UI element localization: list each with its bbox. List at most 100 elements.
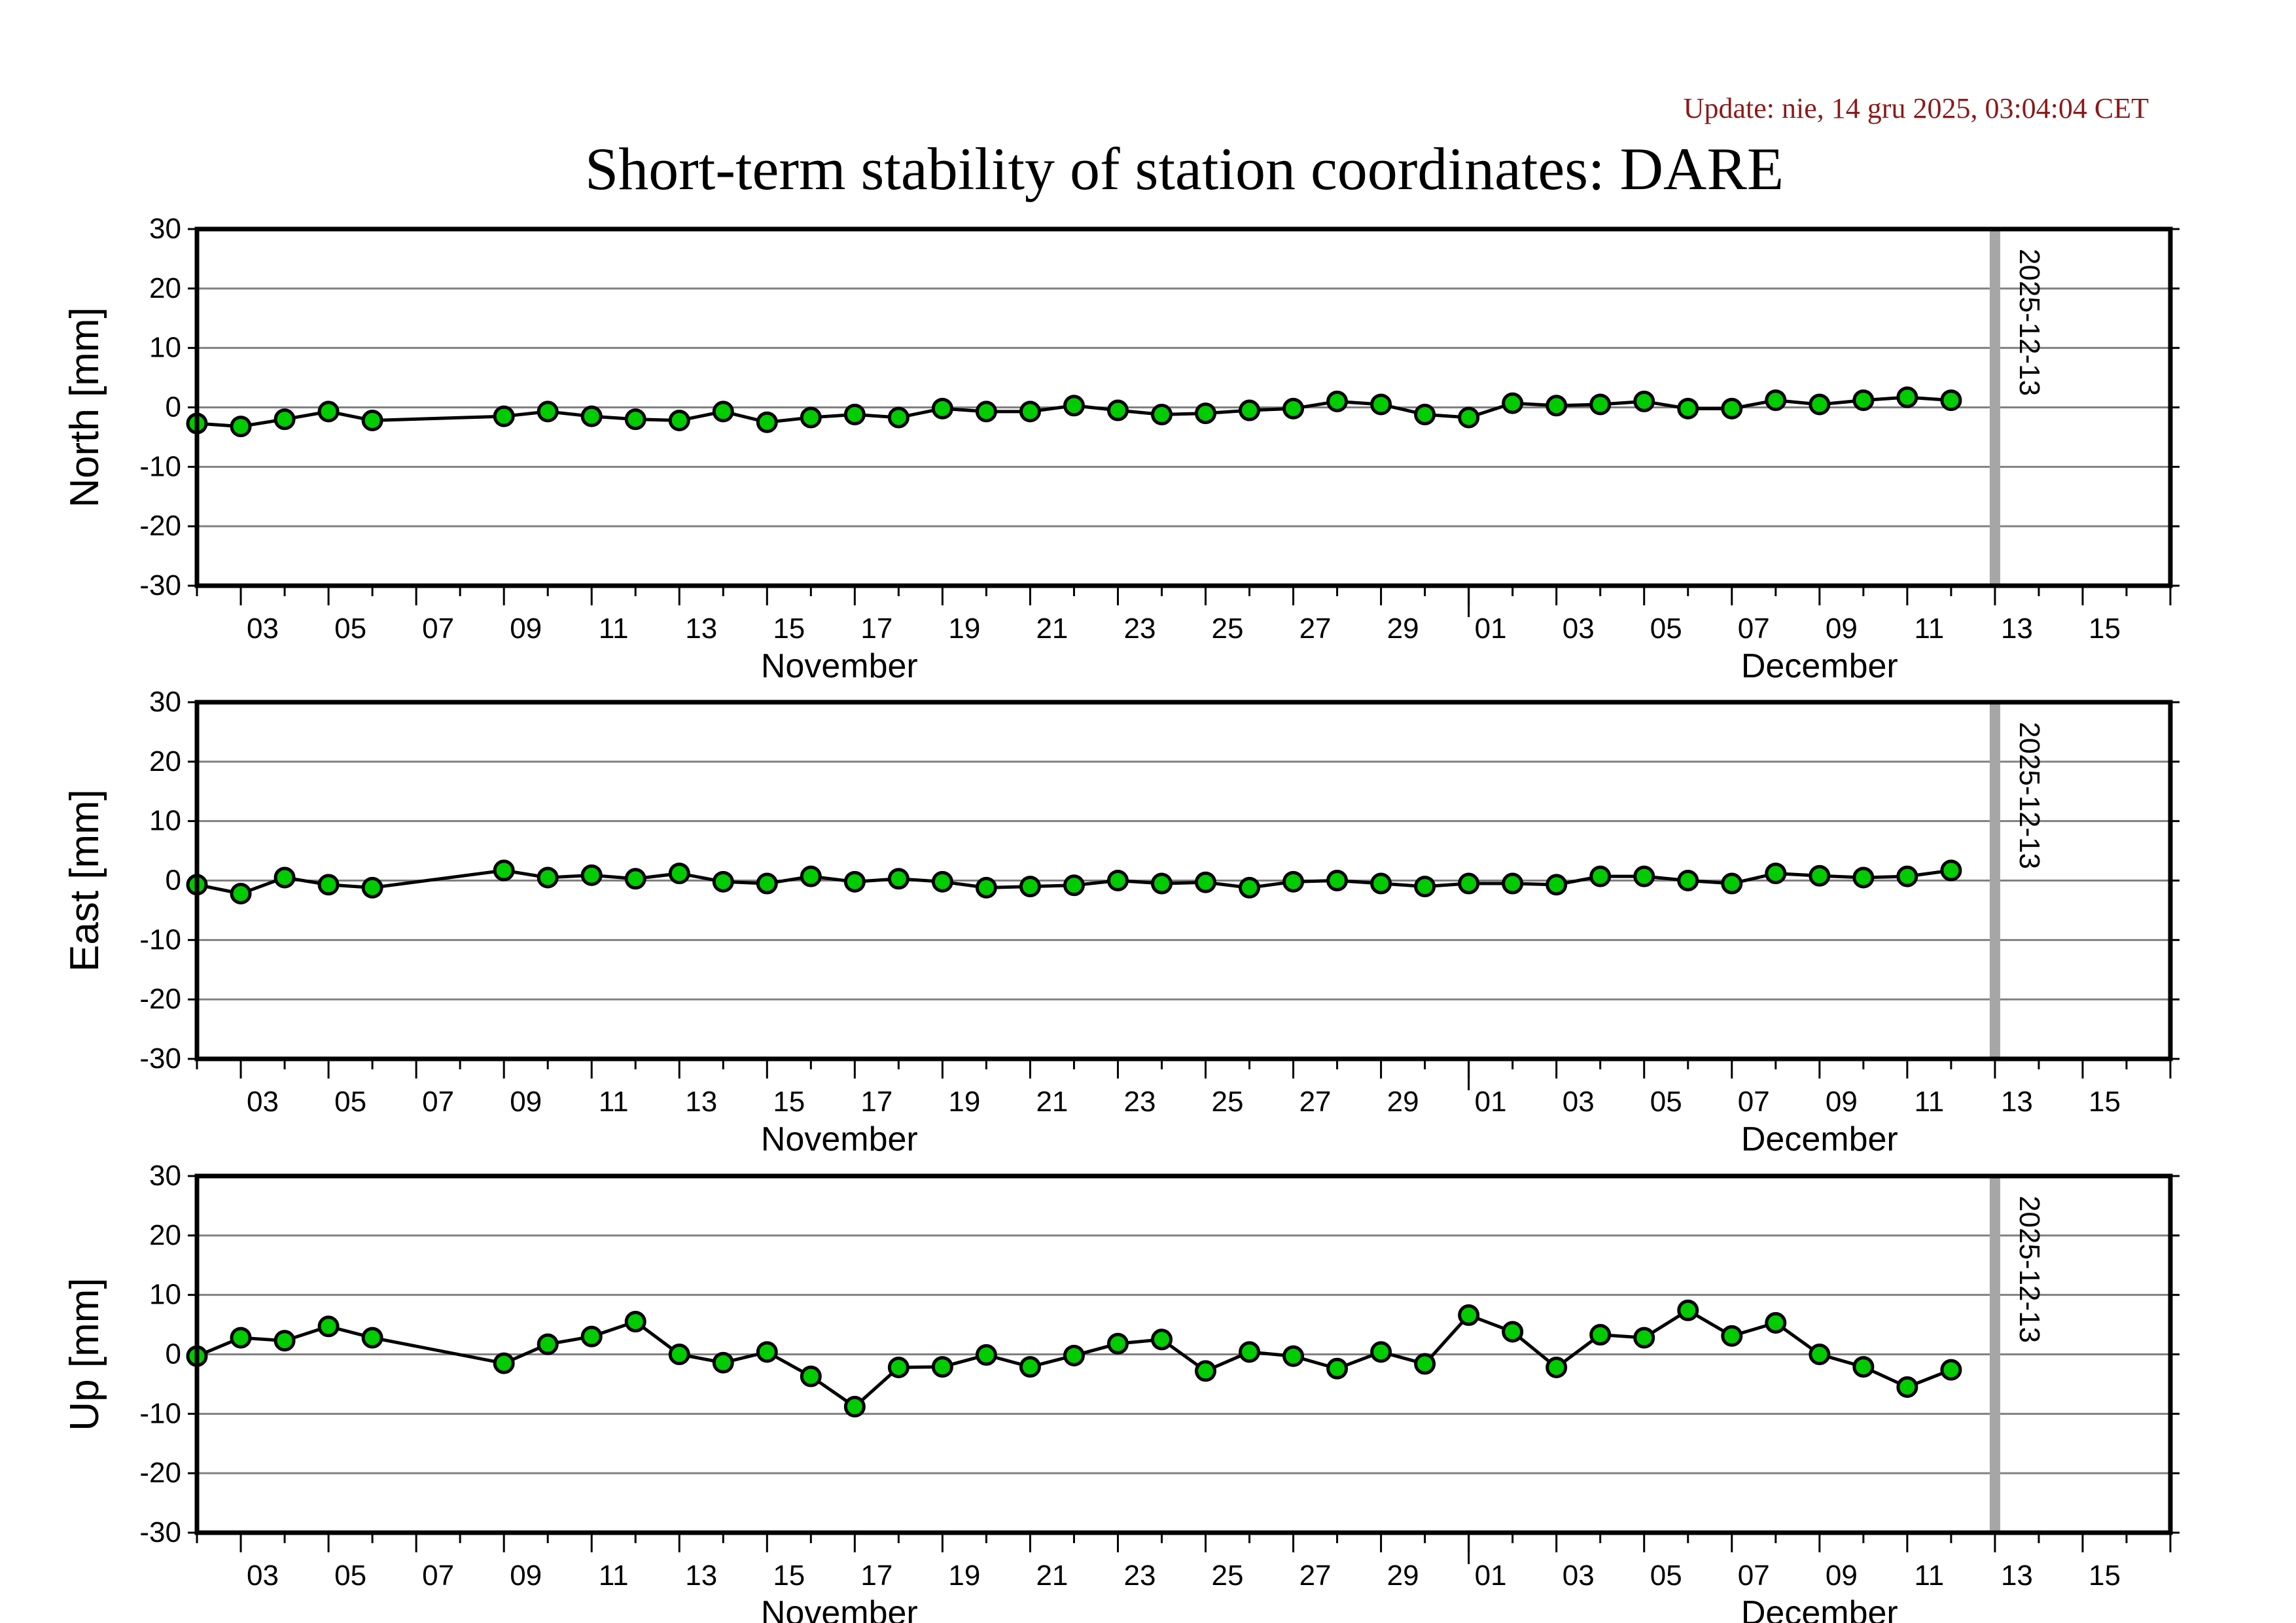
x-tick-label: 11 <box>599 613 629 645</box>
x-tick-label: 13 <box>685 613 717 645</box>
data-point <box>493 859 515 882</box>
x-tick-label: 07 <box>422 1086 454 1118</box>
data-point <box>1765 863 1787 885</box>
y-tick-label: 30 <box>149 686 181 718</box>
x-tick-label: 03 <box>247 1560 279 1592</box>
x-tick-label: 01 <box>1475 1560 1507 1592</box>
y-tick-label: 20 <box>149 272 181 304</box>
data-point <box>1150 872 1173 895</box>
data-point <box>580 1325 603 1347</box>
data-point <box>580 405 603 427</box>
x-tick-label: 05 <box>1650 1560 1682 1592</box>
y-tick-label: -10 <box>139 450 181 482</box>
data-point <box>1239 876 1261 899</box>
data-point <box>1458 406 1480 429</box>
data-point <box>1195 402 1217 425</box>
data-point <box>1458 1304 1480 1327</box>
data-point <box>1239 1341 1261 1363</box>
data-point <box>230 882 252 904</box>
x-tick-label: 15 <box>2089 1086 2121 1118</box>
x-tick-label: 21 <box>1036 1086 1068 1118</box>
data-point <box>537 401 559 423</box>
y-tick-label: 20 <box>149 745 181 777</box>
data-point <box>756 411 778 433</box>
data-point <box>1326 1357 1349 1380</box>
data-point <box>975 1344 997 1366</box>
x-tick-label: 09 <box>510 613 542 645</box>
x-tick-label: 03 <box>1563 613 1595 645</box>
y-tick-label: -20 <box>139 983 181 1015</box>
plot-frame <box>194 226 2173 588</box>
y-tick-label: 10 <box>149 332 181 364</box>
x-tick-label: 23 <box>1124 1560 1156 1592</box>
x-tick-label: 29 <box>1387 1560 1419 1592</box>
y-axis-label: North [mm] <box>62 307 107 508</box>
data-point <box>843 870 866 893</box>
x-tick-label: 15 <box>2089 613 2121 645</box>
y-tick-label: 10 <box>149 1279 181 1311</box>
data-point <box>1896 865 1918 887</box>
y-tick-label: 0 <box>166 865 181 897</box>
x-tick-label: 11 <box>599 1560 629 1592</box>
data-point <box>624 408 646 431</box>
data-point <box>317 874 340 896</box>
data-point <box>624 1311 646 1333</box>
data-point <box>580 864 603 886</box>
y-tick-label: -10 <box>139 1397 181 1429</box>
data-point <box>843 403 866 425</box>
data-point <box>931 1356 953 1378</box>
data-point <box>1940 389 1962 412</box>
x-tick-label: 07 <box>422 1560 454 1592</box>
x-tick-label: 09 <box>510 1086 542 1118</box>
data-point <box>1150 403 1173 425</box>
data-point <box>1150 1329 1173 1351</box>
data-point <box>317 401 340 423</box>
data-point <box>887 868 910 890</box>
data-point <box>230 1327 252 1349</box>
data-point <box>361 409 383 431</box>
data-point <box>1019 1356 1041 1378</box>
data-point <box>1502 1321 1524 1343</box>
data-point <box>1106 870 1129 891</box>
data-point <box>1019 876 1041 898</box>
data-point <box>1765 389 1787 412</box>
data-point <box>1677 397 1699 419</box>
data-point <box>361 1327 383 1349</box>
x-tick-label: 09 <box>1826 1560 1858 1592</box>
data-point <box>1896 386 1918 408</box>
x-tick-label: 03 <box>1563 1560 1595 1592</box>
data-point <box>712 1351 734 1374</box>
data-point <box>1589 393 1612 416</box>
data-point <box>1326 870 1349 891</box>
data-point <box>1677 870 1699 891</box>
data-point <box>800 1365 822 1387</box>
x-tick-label: 11 <box>1915 613 1945 645</box>
x-tick-label: 19 <box>948 1086 980 1118</box>
data-point <box>1677 1299 1699 1321</box>
x-tick-label: 21 <box>1036 613 1068 645</box>
data-point <box>1370 872 1392 895</box>
x-tick-label: 19 <box>948 613 980 645</box>
data-point <box>537 866 559 889</box>
x-tick-label: 27 <box>1299 1086 1332 1118</box>
x-tick-label: 03 <box>1563 1086 1595 1118</box>
data-point <box>668 1344 690 1365</box>
x-tick-label: 13 <box>685 1086 717 1118</box>
data-point <box>1458 872 1480 895</box>
data-point <box>1370 1341 1392 1363</box>
data-point <box>1282 397 1305 419</box>
data-point <box>1721 872 1743 895</box>
x-tick-label: 29 <box>1387 613 1419 645</box>
data-point <box>1414 876 1436 898</box>
x-tick-label: 11 <box>1915 1086 1945 1118</box>
data-point <box>756 872 778 895</box>
x-tick-label: 23 <box>1124 613 1156 645</box>
x-tick-label: 13 <box>2001 1086 2033 1118</box>
data-point <box>1809 865 1831 887</box>
y-tick-label: 10 <box>149 805 181 837</box>
data-point <box>1370 393 1392 416</box>
month-label: November <box>761 1120 918 1158</box>
x-tick-label: 13 <box>685 1560 717 1592</box>
data-point <box>274 866 296 889</box>
month-label: December <box>1741 1120 1898 1158</box>
